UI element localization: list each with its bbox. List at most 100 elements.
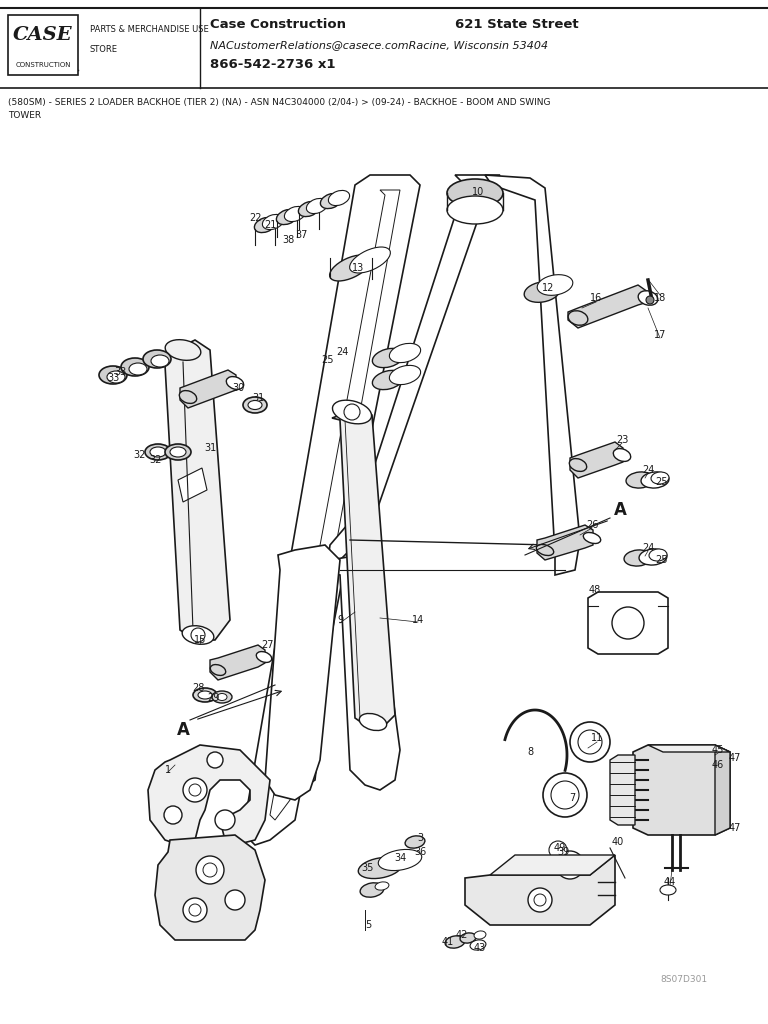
Polygon shape [320, 555, 400, 790]
Text: 42: 42 [456, 930, 468, 940]
Ellipse shape [243, 397, 267, 413]
Ellipse shape [193, 688, 217, 702]
Ellipse shape [276, 210, 298, 224]
Text: 11: 11 [591, 733, 603, 743]
Polygon shape [537, 525, 593, 560]
Text: 10: 10 [472, 187, 484, 197]
Circle shape [646, 296, 654, 304]
Ellipse shape [107, 371, 125, 383]
Ellipse shape [182, 626, 214, 644]
Ellipse shape [248, 400, 262, 410]
Text: TOWER: TOWER [8, 112, 41, 121]
Ellipse shape [299, 202, 319, 217]
Ellipse shape [536, 545, 554, 555]
Ellipse shape [639, 549, 667, 565]
Ellipse shape [447, 196, 503, 224]
Circle shape [578, 730, 602, 754]
Ellipse shape [651, 472, 669, 484]
Text: 12: 12 [541, 283, 554, 293]
Polygon shape [148, 745, 270, 845]
Text: Case Construction: Case Construction [210, 18, 346, 32]
Polygon shape [715, 745, 730, 835]
Ellipse shape [405, 836, 425, 848]
Circle shape [534, 894, 546, 906]
Ellipse shape [649, 549, 667, 561]
Text: 7: 7 [569, 793, 575, 803]
Polygon shape [290, 175, 500, 790]
Ellipse shape [170, 447, 186, 457]
Polygon shape [158, 340, 230, 640]
Polygon shape [465, 855, 615, 925]
Text: 36: 36 [414, 847, 426, 857]
Circle shape [189, 904, 201, 916]
Circle shape [549, 841, 567, 859]
Text: 13: 13 [352, 263, 364, 273]
Text: 25: 25 [322, 355, 334, 365]
Ellipse shape [389, 366, 421, 385]
Text: 33: 33 [114, 367, 126, 377]
Text: 29: 29 [207, 693, 219, 703]
Text: 5: 5 [365, 920, 371, 930]
Text: 23: 23 [616, 435, 628, 445]
Polygon shape [610, 755, 635, 825]
Polygon shape [178, 468, 207, 502]
Text: (580SM) - SERIES 2 LOADER BACKHOE (TIER 2) (NA) - ASN N4C304000 (2/04-) > (09-24: (580SM) - SERIES 2 LOADER BACKHOE (TIER … [8, 97, 551, 106]
Text: 1: 1 [165, 765, 171, 775]
Text: NACustomerRelations@casece.comRacine, Wisconsin 53404: NACustomerRelations@casece.comRacine, Wi… [210, 40, 548, 50]
Text: 40: 40 [612, 837, 624, 847]
Text: A: A [177, 721, 190, 739]
Circle shape [203, 863, 217, 877]
Text: 17: 17 [654, 330, 666, 340]
Ellipse shape [210, 665, 226, 676]
Ellipse shape [614, 449, 631, 462]
Circle shape [207, 752, 223, 768]
Text: 44: 44 [664, 877, 676, 887]
Ellipse shape [460, 933, 476, 943]
Text: 28: 28 [192, 683, 204, 693]
Ellipse shape [474, 931, 486, 939]
Ellipse shape [217, 693, 227, 700]
Text: 32: 32 [149, 455, 161, 465]
Circle shape [164, 806, 182, 824]
Circle shape [189, 784, 201, 796]
Circle shape [551, 781, 579, 809]
Ellipse shape [660, 885, 676, 895]
Ellipse shape [447, 179, 503, 207]
Circle shape [344, 404, 360, 420]
Text: 41: 41 [442, 937, 454, 947]
Text: 31: 31 [204, 443, 216, 453]
Ellipse shape [198, 691, 212, 699]
Ellipse shape [129, 362, 147, 375]
Text: 25: 25 [656, 555, 668, 565]
Text: 8S07D301: 8S07D301 [660, 976, 707, 984]
Text: CONSTRUCTION: CONSTRUCTION [15, 62, 71, 68]
Text: 47: 47 [729, 753, 741, 763]
Circle shape [612, 607, 644, 639]
Polygon shape [332, 408, 395, 728]
Polygon shape [648, 745, 730, 752]
Polygon shape [270, 190, 400, 820]
Ellipse shape [349, 247, 390, 273]
Ellipse shape [179, 390, 197, 403]
Text: 43: 43 [474, 943, 486, 953]
Circle shape [556, 851, 584, 879]
Text: 18: 18 [654, 293, 666, 303]
Ellipse shape [165, 444, 191, 460]
Polygon shape [588, 592, 668, 654]
Text: 24: 24 [642, 465, 654, 475]
Ellipse shape [329, 190, 349, 206]
Text: 16: 16 [590, 293, 602, 303]
Text: 49: 49 [554, 843, 566, 853]
Ellipse shape [569, 459, 587, 471]
Text: 24: 24 [642, 543, 654, 553]
Ellipse shape [626, 472, 654, 488]
Ellipse shape [165, 340, 200, 360]
Text: 3: 3 [417, 833, 423, 843]
Ellipse shape [320, 194, 342, 209]
Ellipse shape [143, 350, 171, 368]
Circle shape [196, 856, 224, 884]
Circle shape [225, 890, 245, 910]
Circle shape [543, 773, 587, 817]
Text: 46: 46 [712, 760, 724, 770]
Text: PARTS & MERCHANDISE USE: PARTS & MERCHANDISE USE [90, 26, 209, 35]
